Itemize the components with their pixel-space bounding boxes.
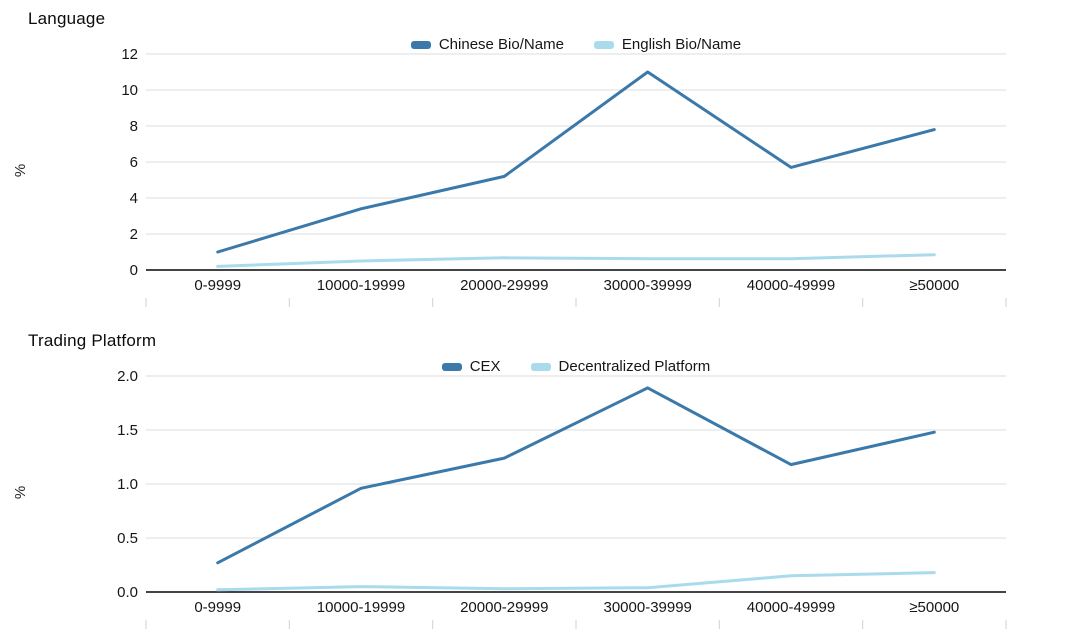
svg-text:0: 0 [130,262,138,279]
svg-text:10000-19999: 10000-19999 [317,277,405,294]
svg-text:20000-29999: 20000-29999 [460,599,548,616]
svg-text:10: 10 [121,82,138,99]
svg-text:40000-49999: 40000-49999 [747,277,835,294]
svg-text:2: 2 [130,226,138,243]
chart-title-trading-platform: Trading Platform [28,331,157,350]
svg-text:20000-29999: 20000-29999 [460,277,548,294]
svg-text:0.0: 0.0 [117,584,138,601]
svg-text:8: 8 [130,118,138,135]
svg-text:1.5: 1.5 [117,422,138,439]
svg-text:≥50000: ≥50000 [909,599,959,616]
svg-text:30000-39999: 30000-39999 [603,599,691,616]
language-chart-section: Language Chinese Bio/Name English Bio/Nam… [12,9,1007,307]
chart-title-language: Language [28,9,106,28]
svg-text:0.5: 0.5 [117,530,138,547]
svg-text:1.0: 1.0 [117,476,138,493]
svg-text:40000-49999: 40000-49999 [747,599,835,616]
language-line-chart: 0 2 4 6 8 10 12 0-9999 10000-19999 20000-29999 300… [121,46,1007,307]
svg-text:30000-39999: 30000-39999 [603,277,691,294]
trading-platform-line-chart: 0.0 0.5 1.0 1.5 2.0 0-9999 10000-19999 20000-29… [117,368,1007,629]
trading-platform-chart-section: Trading Platform CEX Decentralized Platfo… [0,322,1076,634]
svg-text:≥50000: ≥50000 [909,277,959,294]
svg-text:12: 12 [121,46,138,63]
svg-text:4: 4 [130,190,138,207]
svg-text:10000-19999: 10000-19999 [317,599,405,616]
svg-text:0-9999: 0-9999 [194,599,241,616]
svg-text:2.0: 2.0 [117,368,138,385]
svg-text:6: 6 [130,154,138,171]
svg-text:0-9999: 0-9999 [194,277,241,294]
